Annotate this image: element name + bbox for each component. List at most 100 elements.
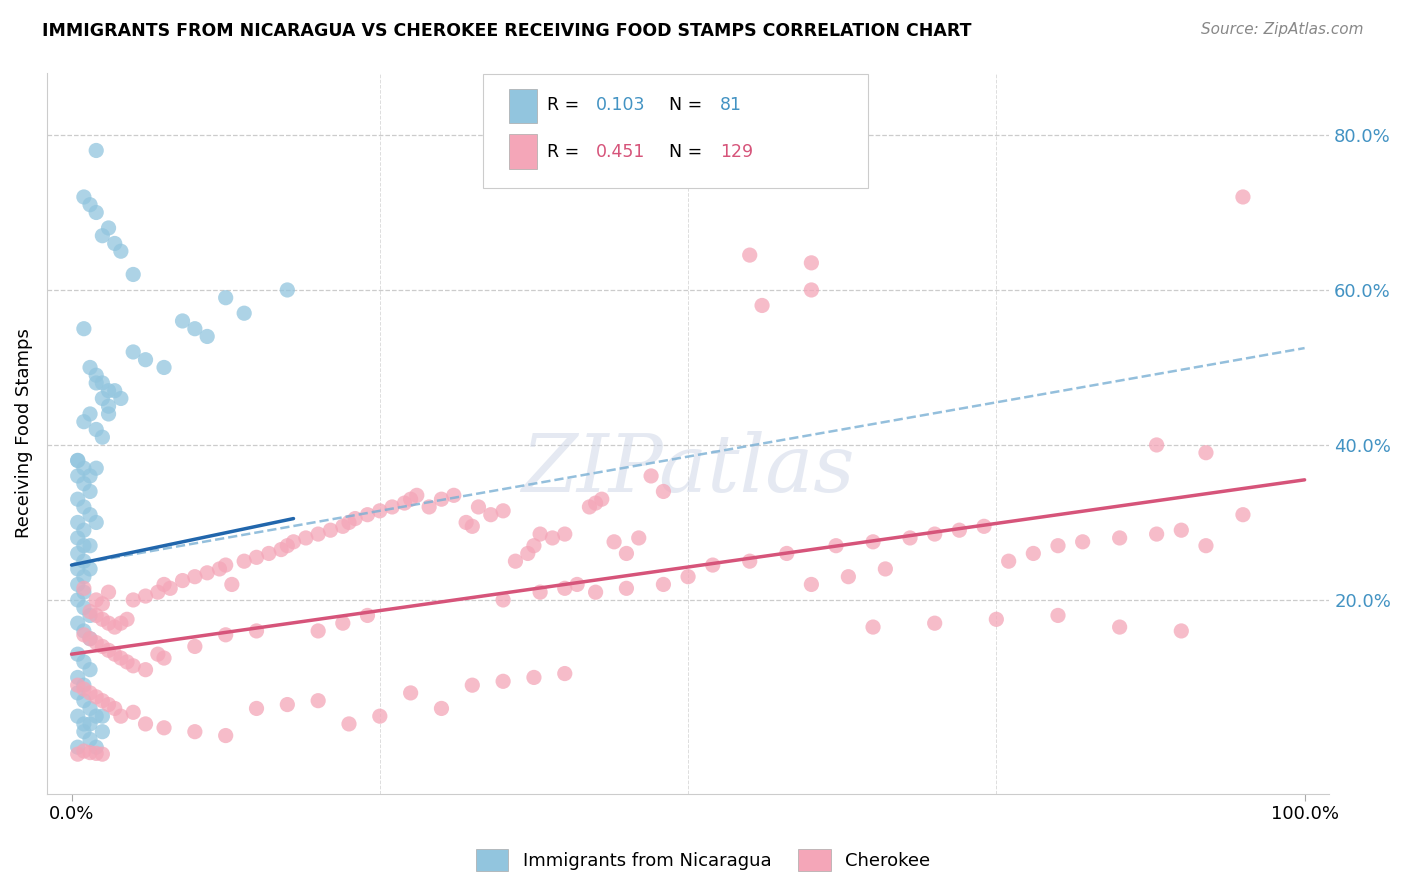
Point	[97, 643, 120, 657]
Point	[79, 632, 101, 646]
Point	[66, 593, 89, 607]
Point	[307, 694, 329, 708]
Point	[523, 670, 546, 684]
Point	[79, 539, 101, 553]
Point	[104, 647, 127, 661]
Point	[79, 701, 101, 715]
Text: Source: ZipAtlas.com: Source: ZipAtlas.com	[1201, 22, 1364, 37]
Point	[91, 694, 114, 708]
Point	[394, 496, 416, 510]
Point	[184, 724, 207, 739]
Point	[84, 690, 107, 704]
Point	[875, 562, 897, 576]
Point	[66, 577, 89, 591]
Point	[1170, 523, 1192, 537]
Point	[79, 732, 101, 747]
Point	[91, 640, 114, 654]
Y-axis label: Receiving Food Stamps: Receiving Food Stamps	[15, 328, 32, 538]
Point	[73, 570, 96, 584]
Point	[541, 531, 564, 545]
Point	[115, 612, 138, 626]
Point	[122, 706, 145, 720]
Point	[295, 531, 318, 545]
Point	[84, 376, 107, 390]
Point	[79, 360, 101, 375]
Point	[84, 422, 107, 436]
Point	[652, 484, 675, 499]
Point	[73, 539, 96, 553]
Point	[135, 663, 157, 677]
Point	[862, 620, 884, 634]
Point	[276, 698, 298, 712]
Point	[591, 492, 613, 507]
Point	[245, 624, 267, 638]
Point	[146, 647, 169, 661]
Point	[215, 729, 238, 743]
Point	[79, 686, 101, 700]
Point	[738, 554, 761, 568]
Point	[73, 717, 96, 731]
Point	[492, 593, 515, 607]
Point	[399, 686, 422, 700]
Point	[73, 744, 96, 758]
Point	[66, 670, 89, 684]
Point	[66, 453, 89, 467]
Point	[368, 504, 391, 518]
Point	[208, 562, 231, 576]
Point	[276, 283, 298, 297]
Point	[800, 256, 823, 270]
Point	[505, 554, 527, 568]
Point	[97, 585, 120, 599]
Point	[837, 570, 859, 584]
Point	[356, 508, 378, 522]
Text: 0.103: 0.103	[596, 96, 645, 114]
Point	[84, 740, 107, 755]
Point	[270, 542, 292, 557]
Point	[104, 620, 127, 634]
Point	[73, 585, 96, 599]
Point	[233, 554, 256, 568]
Point	[215, 291, 238, 305]
Point	[381, 500, 404, 514]
Point	[1146, 438, 1168, 452]
Point	[135, 589, 157, 603]
Point	[66, 709, 89, 723]
Point	[184, 322, 207, 336]
Point	[73, 655, 96, 669]
Point	[66, 453, 89, 467]
Point	[898, 531, 921, 545]
Point	[84, 747, 107, 761]
Point	[153, 651, 176, 665]
Point	[79, 608, 101, 623]
Point	[529, 585, 551, 599]
Point	[245, 550, 267, 565]
Point	[825, 539, 848, 553]
Point	[997, 554, 1019, 568]
Point	[135, 717, 157, 731]
Point	[1108, 531, 1130, 545]
Point	[616, 582, 638, 596]
Point	[79, 469, 101, 483]
Point	[66, 647, 89, 661]
Point	[84, 608, 107, 623]
Point	[73, 624, 96, 638]
Legend: Immigrants from Nicaragua, Cherokee: Immigrants from Nicaragua, Cherokee	[468, 842, 938, 879]
Point	[1046, 608, 1069, 623]
Point	[948, 523, 970, 537]
Point	[91, 747, 114, 761]
Point	[344, 511, 367, 525]
Point	[84, 205, 107, 219]
Point	[73, 500, 96, 514]
Point	[492, 504, 515, 518]
Point	[616, 546, 638, 560]
Point	[554, 666, 576, 681]
Point	[215, 628, 238, 642]
Point	[1046, 539, 1069, 553]
Point	[73, 628, 96, 642]
Point	[66, 747, 89, 761]
Point	[172, 314, 194, 328]
Point	[79, 605, 101, 619]
Point	[1146, 527, 1168, 541]
Point	[84, 368, 107, 383]
Point	[184, 640, 207, 654]
